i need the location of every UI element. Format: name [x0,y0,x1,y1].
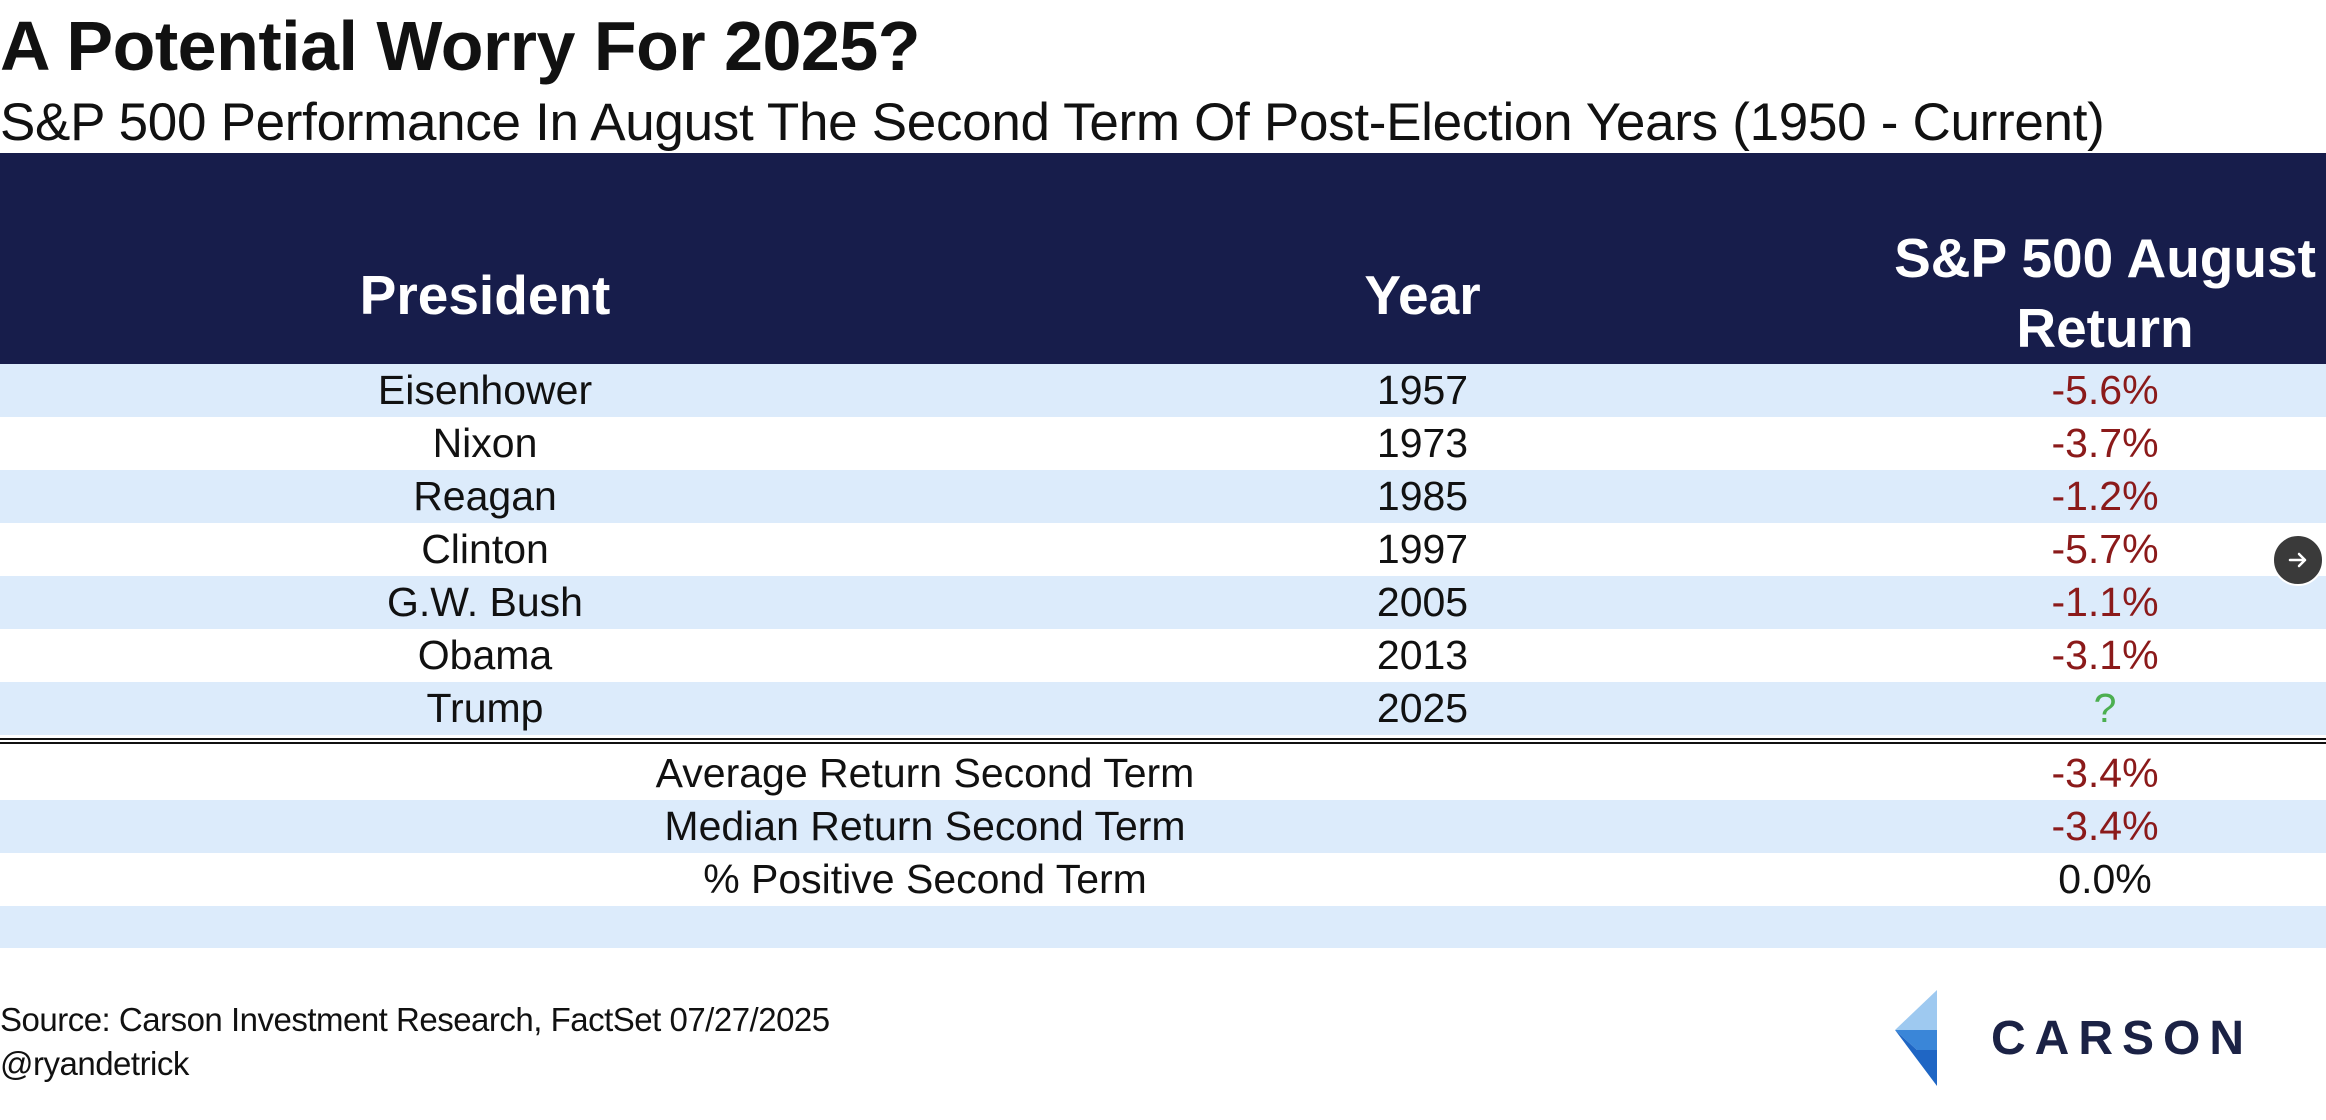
next-button[interactable] [2272,534,2324,586]
president-cell: Trump [426,685,544,731]
empty-row [0,906,2326,948]
header-return-line2: Return [2016,297,2194,359]
summary-label: Median Return Second Term [664,803,1186,849]
source-note: Source: Carson Investment Research, Fact… [0,998,830,1086]
table-row: Eisenhower 1957 -5.6% [0,364,2326,417]
year-cell: 1973 [1376,420,1469,466]
year-cell: 2025 [1376,685,1469,731]
carson-logo: CARSON [1895,988,2295,1088]
president-cell: Eisenhower [377,367,593,413]
table-row: Obama 2013 -3.1% [0,629,2326,682]
president-cell: Clinton [421,526,549,572]
table-row: Reagan 1985 -1.2% [0,470,2326,523]
header-return: S&P 500 August Return [1870,223,2326,363]
header-president: President [359,264,611,326]
president-cell: Nixon [432,420,538,466]
summary-row: Median Return Second Term -3.4% [0,800,2326,853]
summary-value: -3.4% [2051,803,2159,849]
return-cell: -1.1% [2051,579,2159,625]
summary-label: % Positive Second Term [703,856,1147,902]
return-cell: -1.2% [2051,473,2159,519]
return-cell: -3.7% [2051,420,2159,466]
president-cell: Obama [417,632,553,678]
return-cell: -3.1% [2051,632,2159,678]
return-cell: -5.7% [2051,526,2159,572]
president-cell: Reagan [413,473,557,519]
header-year: Year [1364,264,1481,326]
author-handle: @ryandetrick [0,1045,189,1082]
returns-table: President Year S&P 500 August Return Eis… [0,153,2326,948]
table-row: Nixon 1973 -3.7% [0,417,2326,470]
table-row: Clinton 1997 -5.7% [0,523,2326,576]
summary-divider [0,738,2326,744]
chart-title: A Potential Worry For 2025? [0,7,921,85]
carson-chevron-icon [1895,990,1937,1086]
header-return-line1: S&P 500 August [1894,227,2316,289]
year-cell: 1985 [1376,473,1469,519]
table-row: G.W. Bush 2005 -1.1% [0,576,2326,629]
summary-row: Average Return Second Term -3.4% [0,747,2326,800]
summary-row: % Positive Second Term 0.0% [0,853,2326,906]
return-cell-pending: ? [2093,685,2117,731]
year-cell: 2013 [1376,632,1469,678]
arrow-right-icon [2288,552,2307,568]
summary-value: 0.0% [2058,856,2152,902]
year-cell: 2005 [1376,579,1469,625]
source-text: Source: Carson Investment Research, Fact… [0,1001,830,1038]
summary-label: Average Return Second Term [655,750,1195,796]
table-row: Trump 2025 ? [0,682,2326,735]
chart-subtitle: S&P 500 Performance In August The Second… [0,93,2105,152]
logo-wordmark: CARSON [1991,1012,2254,1065]
year-cell: 1957 [1376,367,1469,413]
president-cell: G.W. Bush [387,579,583,625]
year-cell: 1997 [1376,526,1469,572]
summary-value: -3.4% [2051,750,2159,796]
table-header: President Year S&P 500 August Return [0,153,2326,364]
return-cell: -5.6% [2051,367,2159,413]
